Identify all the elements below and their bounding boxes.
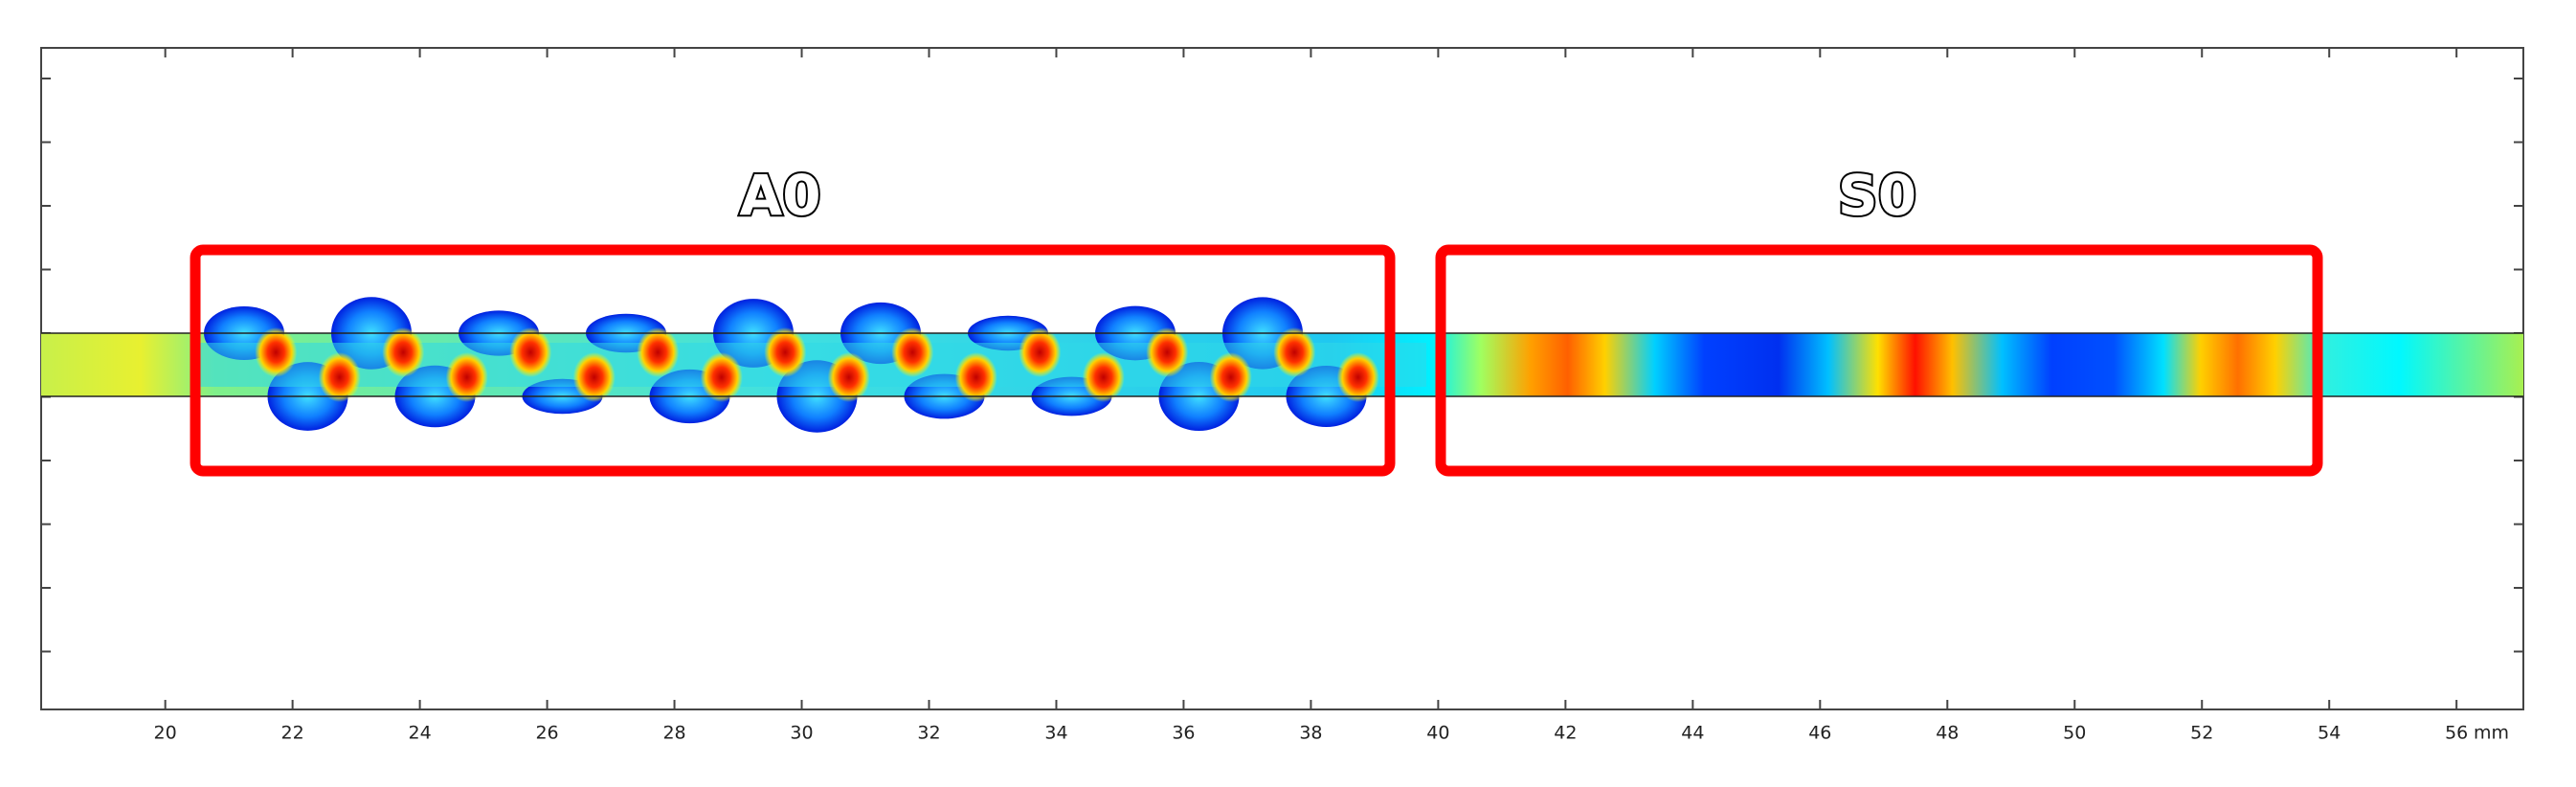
x-tick-label: 50 (2063, 723, 2086, 744)
x-tick-label: 32 (917, 723, 940, 744)
stress-spot (445, 352, 488, 402)
x-tick-label: 28 (662, 723, 685, 744)
annotation: S0 (1838, 163, 1916, 228)
annotation: A0 (739, 163, 820, 228)
x-tick-label: 52 (2190, 723, 2213, 744)
stress-spot (1082, 352, 1125, 402)
x-tick-label: 34 (1044, 723, 1067, 744)
s0-box (1435, 244, 2323, 477)
x-tick-label: 42 (1554, 723, 1577, 744)
stress-spot (891, 327, 934, 377)
a0-wave (191, 297, 1426, 433)
x-tick-label: 22 (281, 723, 304, 744)
stress-spot (1019, 327, 1062, 377)
x-tick-label: 20 (154, 723, 177, 744)
x-tick-label: 24 (409, 723, 432, 744)
x-unit: mm (2474, 723, 2509, 744)
stress-spot (255, 327, 298, 377)
x-tick-label: 56 (2445, 723, 2468, 744)
x-tick-label: 54 (2318, 723, 2341, 744)
x-tick-label: 38 (1299, 723, 1322, 744)
stress-spot (382, 327, 425, 377)
stress-spot (954, 352, 997, 402)
stress-spot (572, 352, 616, 402)
stress-spot (318, 352, 361, 402)
x-tick-label: 26 (535, 723, 558, 744)
stress-spot (700, 352, 743, 402)
x-tick-label: 48 (1936, 723, 1959, 744)
stress-spot (827, 352, 870, 402)
x-tick-label: 30 (790, 723, 813, 744)
stress-spot (764, 327, 807, 377)
x-tick-label: 36 (1172, 723, 1195, 744)
stress-spot (1273, 327, 1316, 377)
x-tick-label: 44 (1681, 723, 1704, 744)
stress-spot (1146, 327, 1189, 377)
stress-spot (509, 327, 552, 377)
x-tick-label: 40 (1426, 723, 1449, 744)
a0-box (190, 244, 1396, 477)
x-tick-label: 46 (1808, 723, 1831, 744)
stress-spot (1336, 352, 1379, 402)
stress-spot (637, 327, 680, 377)
stress-spot (1209, 352, 1252, 402)
